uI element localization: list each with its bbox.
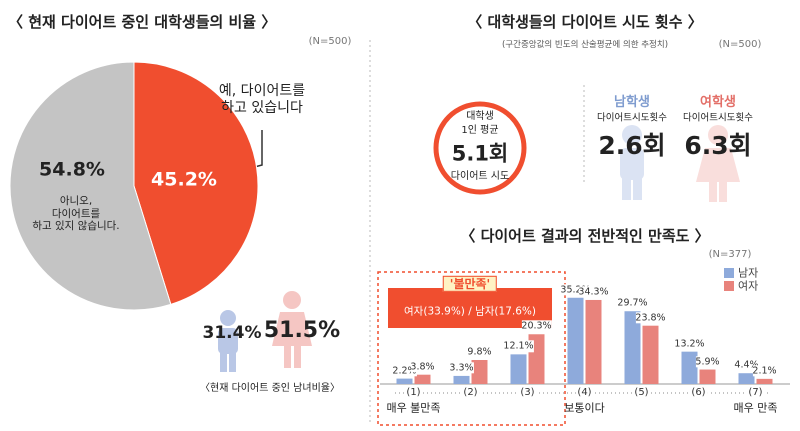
value-label: 13.2% xyxy=(674,337,705,350)
value-label: 4.4% xyxy=(734,359,759,371)
bar xyxy=(396,378,413,384)
annotation-title: '불만족' xyxy=(442,275,498,293)
section-title: 〈 대학생들의 다이어트 시도 횟수 〉 xyxy=(467,13,703,31)
subtitle: (구간중앙값의 빈도의 산술평균에 의한 추정치) xyxy=(501,39,669,50)
annotation-text: 여자(33.9%) / 남자(17.6%) xyxy=(404,305,536,318)
x-tick-label: (7) xyxy=(746,387,765,399)
slice-label: 예, 다이어트를 하고 있습니다 xyxy=(218,83,306,116)
annotation-frame xyxy=(377,271,566,426)
male-label: 남학생 xyxy=(614,95,650,111)
value-label: 2.2% xyxy=(392,364,417,377)
bar xyxy=(699,369,716,384)
bar xyxy=(510,354,527,384)
male-value: 2.6회 xyxy=(598,131,666,160)
female-label: 여학생 xyxy=(700,95,736,111)
male-icon xyxy=(218,310,238,372)
male-sublabel: 다이어트시도횟수 xyxy=(597,112,667,124)
value-label: 35.2% xyxy=(560,284,591,296)
x-tick-label: (4) xyxy=(575,387,594,399)
male-ratio: 31.4% xyxy=(202,322,262,343)
male-bg-icon xyxy=(620,125,644,200)
pie-slice xyxy=(9,61,172,311)
bar xyxy=(624,311,641,384)
x-sublabel: 보통이다 xyxy=(564,401,605,415)
value-label: 20.3% xyxy=(521,320,552,332)
bar xyxy=(471,359,488,384)
value-label: 3.8% xyxy=(410,360,435,373)
value-label: 9.8% xyxy=(467,346,492,358)
value-label: 3.3% xyxy=(449,362,474,374)
bar xyxy=(681,351,698,384)
pie-slice xyxy=(133,61,259,306)
average-circle xyxy=(433,101,527,195)
bar xyxy=(756,378,773,384)
bar xyxy=(642,325,659,384)
average-value: 5.1회 xyxy=(451,141,509,166)
value-label: 45.2% xyxy=(151,168,217,191)
legend-label: 여자 xyxy=(738,279,759,293)
chart-title: 〈 다이어트 결과의 전반적인 만족도 〉 xyxy=(460,227,710,245)
legend-swatch xyxy=(724,281,734,291)
note: (N=377) xyxy=(708,249,752,260)
slice-label: 아니오, 다이어트를 하고 있지 않습니다. xyxy=(32,195,120,233)
legend-swatch xyxy=(724,268,734,278)
value-label: 2.1% xyxy=(752,365,777,377)
bar xyxy=(453,375,470,384)
average-label: 대학생 xyxy=(466,111,494,122)
bar xyxy=(585,299,602,384)
bar xyxy=(567,297,584,384)
value-label: 5.9% xyxy=(695,355,720,368)
x-tick-label: (5) xyxy=(632,387,651,399)
average-caption: 다이어트 시도 xyxy=(450,171,510,182)
female-icon xyxy=(272,291,312,368)
female-value: 6.3회 xyxy=(684,131,752,160)
bar xyxy=(738,373,755,384)
female-sublabel: 다이어트시도횟수 xyxy=(683,112,753,124)
x-sublabel: 매우 만족 xyxy=(733,401,778,415)
legend-label: 남자 xyxy=(738,266,759,280)
x-tick-label: (2) xyxy=(461,387,480,399)
female-ratio: 51.5% xyxy=(263,317,341,343)
value-label: 34.3% xyxy=(578,286,609,298)
x-tick-label: (3) xyxy=(518,387,537,399)
chart-title: 〈 현재 다이어트 중인 대학생들의 비율 〉 xyxy=(8,13,277,31)
x-tick-label: (6) xyxy=(689,387,708,399)
bar xyxy=(414,374,431,384)
female-bg-icon xyxy=(696,125,740,202)
value-label: 23.8% xyxy=(635,311,666,324)
note: (N=500) xyxy=(718,39,762,50)
note: (N=500) xyxy=(308,36,352,47)
value-label: 54.8% xyxy=(39,158,105,181)
value-label: 29.7% xyxy=(617,297,648,309)
value-label: 12.1% xyxy=(503,340,534,353)
x-tick-label: (1) xyxy=(404,387,423,399)
caption: 〈현재 다이어트 중인 남녀비율〉 xyxy=(200,383,340,394)
x-sublabel: 매우 불만족 xyxy=(386,401,441,415)
average-label: 1인 평균 xyxy=(461,125,499,136)
